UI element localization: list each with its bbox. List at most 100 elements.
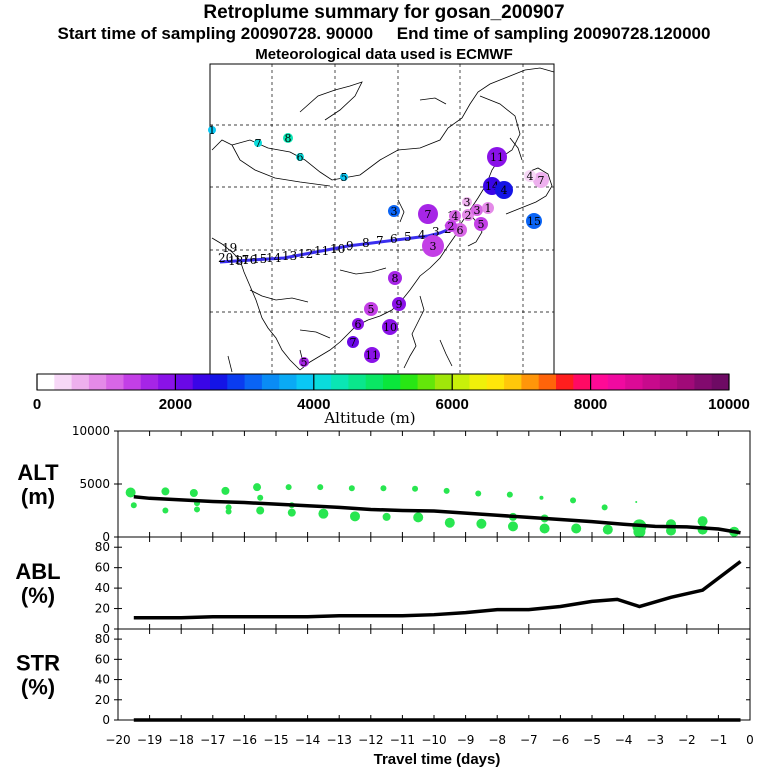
alt-point xyxy=(125,487,136,498)
x-tick-label: −6 xyxy=(552,733,570,747)
cluster-marker xyxy=(296,153,304,161)
cluster-marker xyxy=(418,204,438,224)
x-tick-label: −17 xyxy=(200,733,225,747)
colorbar-swatch xyxy=(711,374,730,390)
alt-point xyxy=(633,525,646,538)
cluster-marker xyxy=(482,202,494,214)
x-tick-label: −19 xyxy=(137,733,162,747)
cluster-number: 15 xyxy=(527,215,541,228)
alt-point xyxy=(318,508,329,519)
cluster-marker xyxy=(382,319,398,335)
x-tick-label: −13 xyxy=(327,733,352,747)
x-tick-label: −18 xyxy=(169,733,194,747)
str-panel-frame xyxy=(117,628,751,721)
alt-mean-line xyxy=(133,494,741,535)
colorbar-swatch xyxy=(625,374,643,390)
colorbar-swatch xyxy=(452,374,470,390)
colorbar-swatch xyxy=(573,374,592,390)
colorbar-swatch xyxy=(642,374,661,390)
alt-point xyxy=(257,494,264,501)
trajectory-label: 5 xyxy=(404,230,412,244)
trajectory-label: 11 xyxy=(314,244,329,258)
trajectory-label: 8 xyxy=(362,236,370,250)
y-tick-label: 40 xyxy=(95,673,110,687)
alt-point xyxy=(570,497,577,504)
cluster-number: 10 xyxy=(383,321,397,334)
colorbar-swatch xyxy=(261,374,280,390)
alt-point xyxy=(225,504,232,511)
x-tick-label: 0 xyxy=(746,733,754,747)
trajectory-label: 10 xyxy=(330,242,345,256)
map-panel: 1234567891011121314151617181920 37111448… xyxy=(208,63,555,375)
colorbar-tick-label: 0 xyxy=(33,396,41,413)
colorbar-tick-label: 8000 xyxy=(574,396,607,413)
x-tick-label: −16 xyxy=(232,733,257,747)
str-axis-unit: (%) xyxy=(21,675,55,700)
alt-point xyxy=(444,517,455,528)
colorbar-swatch xyxy=(383,374,401,390)
x-tick-label: −3 xyxy=(646,733,664,747)
alt-point xyxy=(443,487,450,494)
colorbar-swatch xyxy=(694,374,713,390)
trajectory-label: 16 xyxy=(242,253,257,267)
colorbar-tick-label: 6000 xyxy=(436,396,469,413)
alt-point xyxy=(130,502,137,509)
colorbar-swatch xyxy=(521,374,540,390)
alt-point xyxy=(602,524,613,535)
alt-point xyxy=(256,506,265,515)
trajectory-label: 9 xyxy=(346,239,354,253)
cluster-marker xyxy=(422,235,444,257)
cluster-number: 1 xyxy=(209,124,216,137)
colorbar-swatch xyxy=(158,374,176,390)
colorbar-swatch xyxy=(469,374,488,390)
alt-point xyxy=(287,508,296,517)
y-tick-label: 80 xyxy=(95,540,110,554)
cluster-marker xyxy=(340,173,348,181)
x-tick-label: −8 xyxy=(488,733,506,747)
colorbar-swatch xyxy=(417,374,436,390)
x-tick-label: −20 xyxy=(105,733,130,747)
colorbar-label: Altitude (m) xyxy=(323,409,415,427)
cluster-number: 7 xyxy=(425,208,432,221)
trajectory-label: 15 xyxy=(252,252,267,266)
str-axis-label: STR xyxy=(16,651,60,676)
cluster-marker xyxy=(283,133,293,143)
abl-axis-label: ABL xyxy=(15,559,60,584)
alt-point xyxy=(697,516,708,527)
x-tick-label: −14 xyxy=(295,733,320,747)
alt-point xyxy=(350,511,360,522)
x-tick-label: −15 xyxy=(263,733,288,747)
trajectory-label: 20 xyxy=(218,251,233,265)
x-tick-label: −2 xyxy=(678,733,696,747)
colorbar-swatch xyxy=(313,374,332,390)
alt-point xyxy=(635,501,638,504)
colorbar-swatch xyxy=(175,374,194,390)
cluster-marker xyxy=(352,318,364,330)
y-tick-label: 20 xyxy=(95,602,110,616)
colorbar-swatch xyxy=(365,374,384,390)
colorbar-swatch xyxy=(504,374,522,390)
map-gridlines xyxy=(210,64,554,374)
cluster-number: 6 xyxy=(355,318,362,331)
x-tick-label: −5 xyxy=(583,733,601,747)
colorbar-swatch xyxy=(54,374,73,390)
cluster-number: 9 xyxy=(396,298,403,311)
cluster-number: 4 xyxy=(452,210,459,223)
cluster-marker xyxy=(299,357,309,367)
cluster-marker xyxy=(524,170,536,182)
alt-point xyxy=(221,486,230,495)
cluster-number: 11 xyxy=(490,151,504,164)
colorbar-swatch xyxy=(677,374,695,390)
colorbar-swatch xyxy=(590,374,609,390)
cluster-number: 2 xyxy=(448,220,455,233)
y-tick-label: 80 xyxy=(95,632,110,646)
colorbar-swatch xyxy=(106,374,124,390)
colorbar-swatch xyxy=(434,374,453,390)
alt-point xyxy=(475,490,482,497)
alt-point xyxy=(162,507,169,514)
trajectory-label: 12 xyxy=(298,247,313,261)
cluster-marker xyxy=(487,147,507,167)
colorbar-swatch xyxy=(607,374,626,390)
alt-point xyxy=(161,487,170,496)
